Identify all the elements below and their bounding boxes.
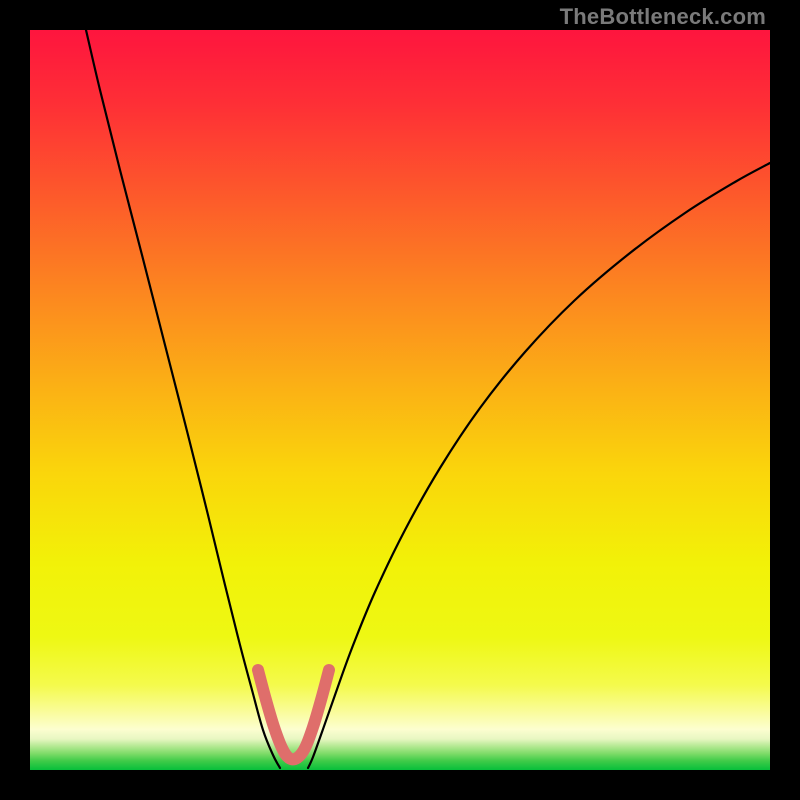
chart-svg — [30, 30, 770, 770]
watermark-text: TheBottleneck.com — [560, 4, 766, 30]
plot-area — [30, 30, 770, 770]
gradient-background — [30, 30, 770, 770]
